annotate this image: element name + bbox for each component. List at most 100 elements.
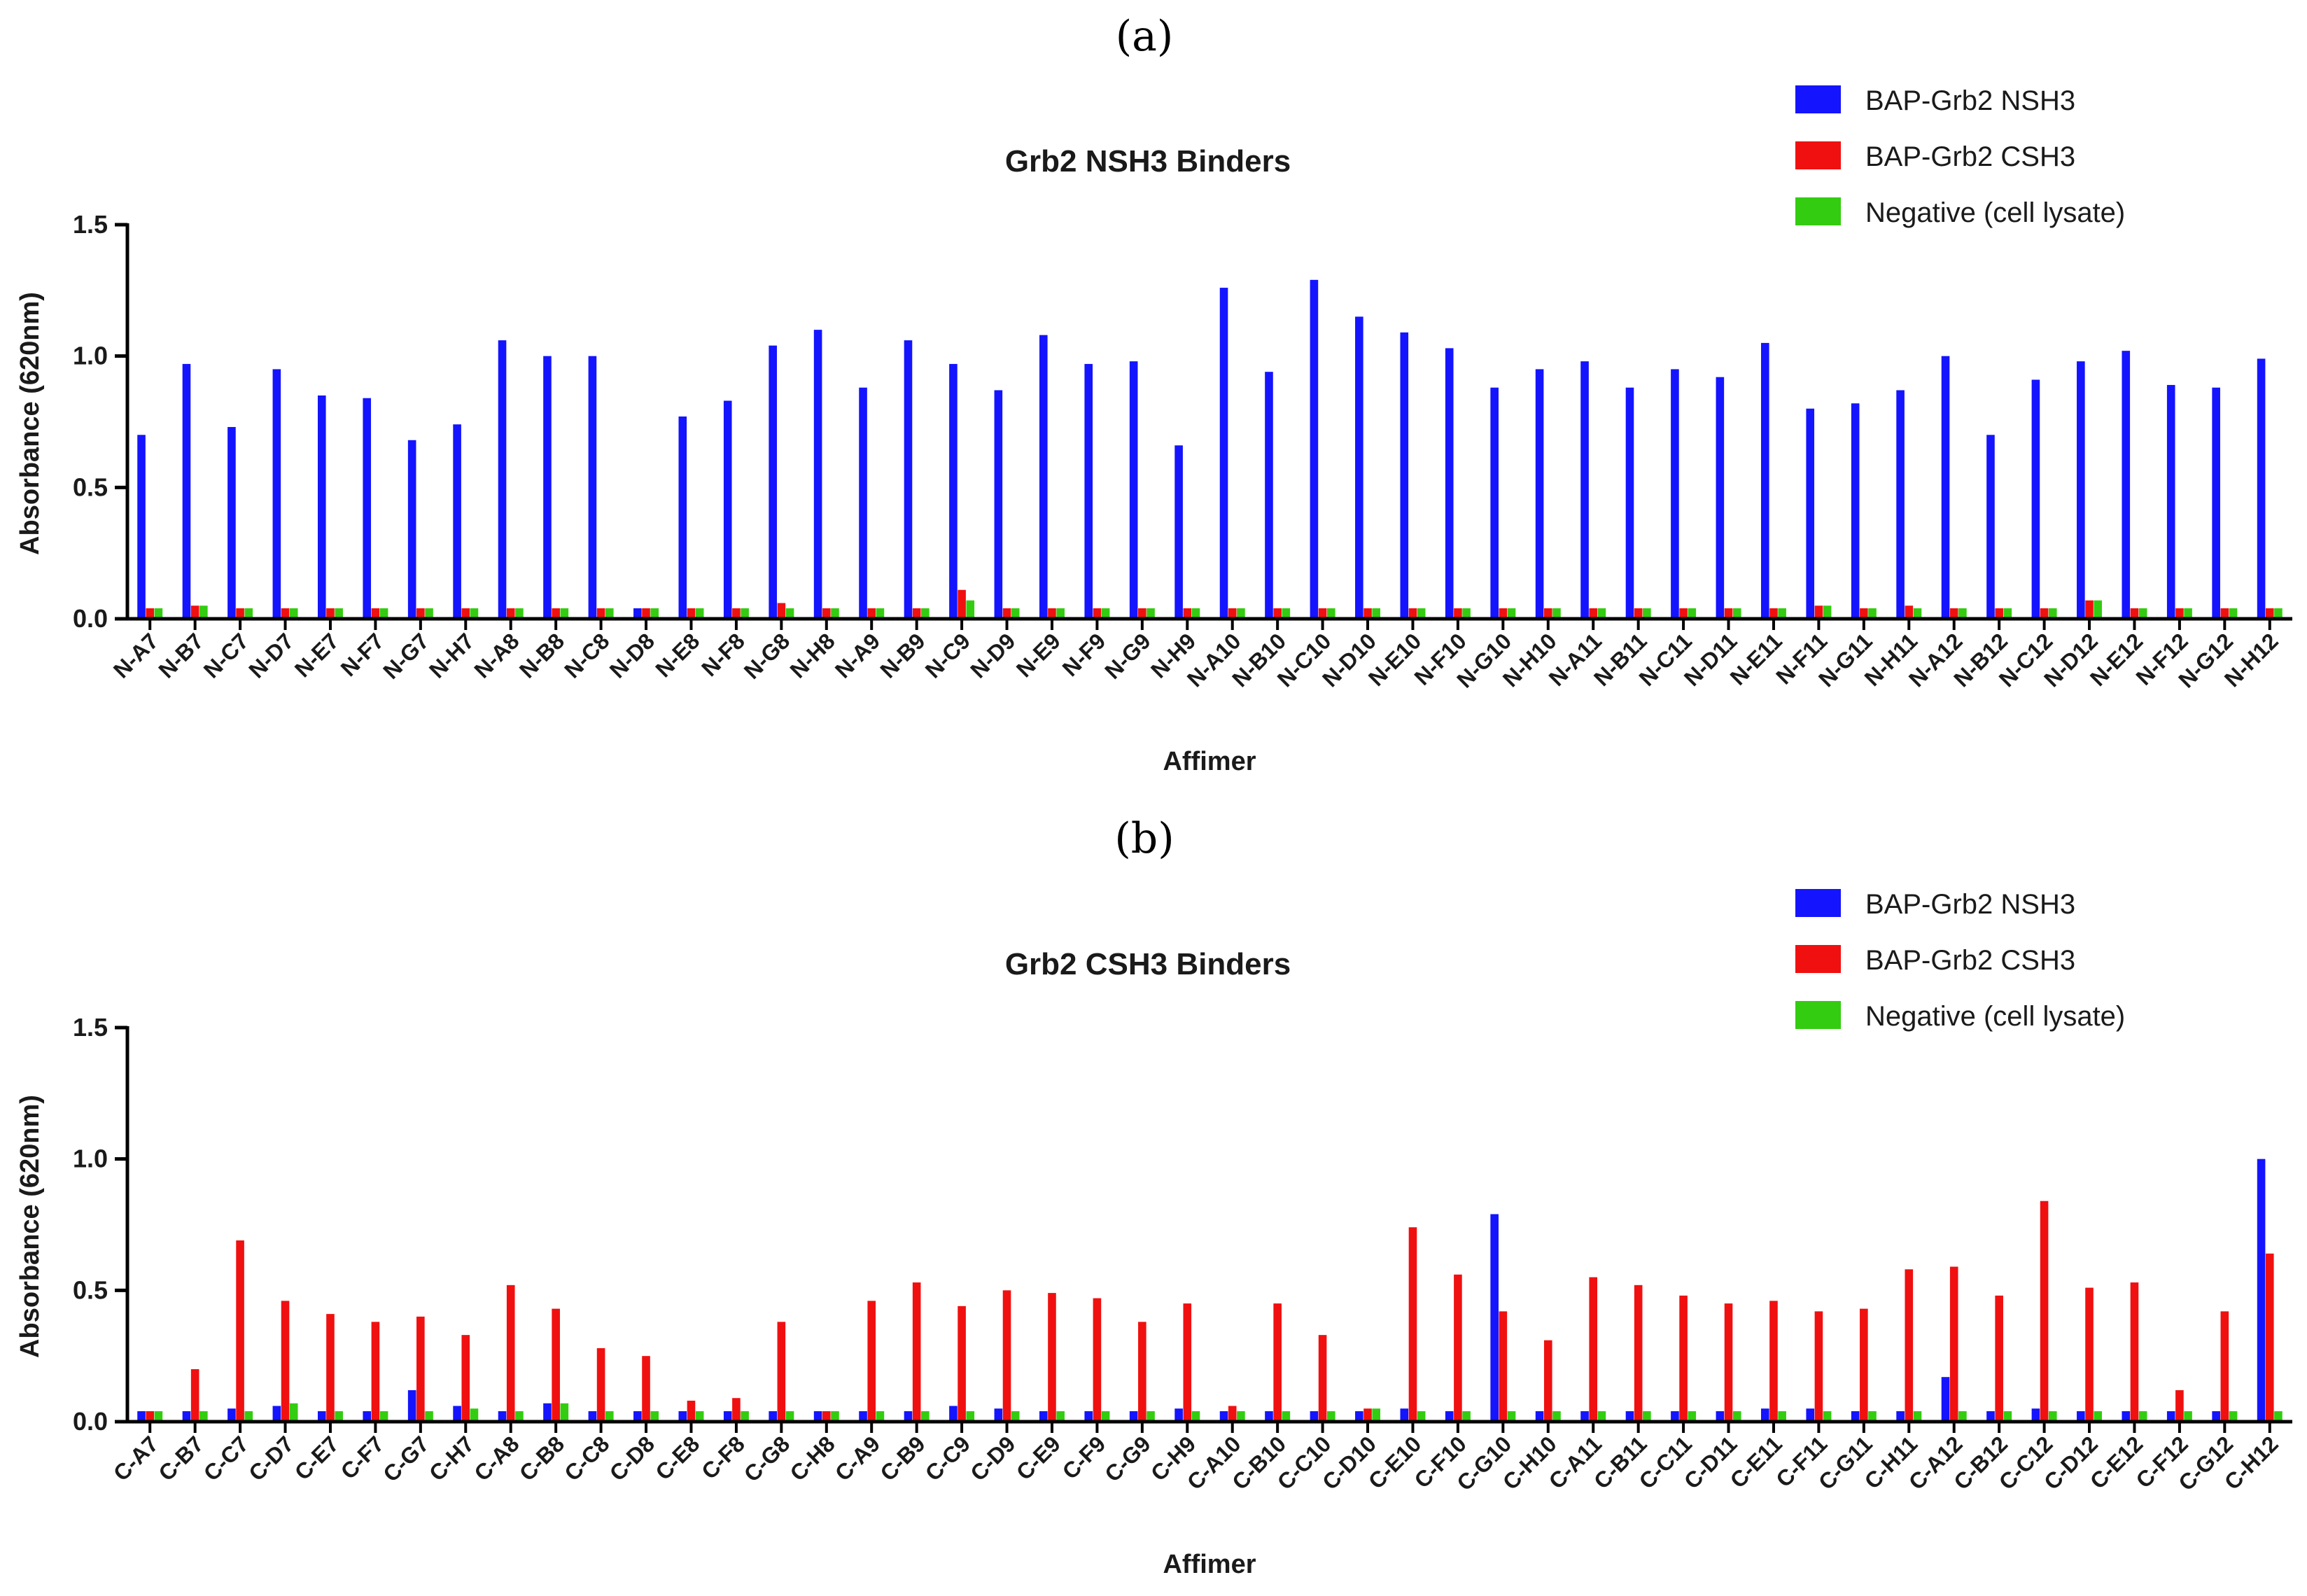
bar-negative-n-g10 (1507, 608, 1516, 619)
bar-nsh3-c-c10 (1310, 1410, 1319, 1422)
legend-swatch-csh3 (1795, 945, 1841, 973)
panel-b-legend: BAP-Grb2 NSH3 BAP-Grb2 CSH3 Negative (ce… (1795, 889, 2125, 1032)
legend-label-csh3: BAP-Grb2 CSH3 (1865, 945, 2075, 976)
bar-csh3-n-b11 (1634, 608, 1643, 619)
bar-nsh3-c-f9 (1084, 1410, 1093, 1422)
x-tick-label: C-H7 (424, 1431, 479, 1485)
bar-csh3-c-f9 (1093, 1298, 1102, 1422)
bar-negative-n-g12 (2229, 608, 2238, 619)
bar-negative-c-d9 (1011, 1410, 1020, 1422)
bar-csh3-n-a12 (1949, 608, 1958, 619)
bar-negative-n-b11 (1643, 608, 1651, 619)
bar-nsh3-c-c9 (949, 1406, 958, 1422)
bar-csh3-c-a10 (1228, 1406, 1237, 1422)
bar-negative-c-b7 (199, 1410, 208, 1422)
bar-csh3-c-g7 (416, 1316, 425, 1422)
bar-csh3-n-a9 (867, 608, 876, 619)
x-tick-label: N-E11 (1725, 628, 1787, 690)
x-tick-label: N-A7 (108, 628, 163, 682)
legend-swatch-csh3 (1795, 141, 1841, 169)
bar-csh3-c-f7 (371, 1322, 380, 1422)
x-tick-label: C-A8 (469, 1431, 524, 1485)
bar-nsh3-n-a12 (1941, 356, 1950, 619)
bar-negative-n-a7 (154, 608, 163, 619)
bar-negative-c-a11 (1597, 1410, 1606, 1422)
legend-label-negative: Negative (cell lysate) (1865, 1001, 2125, 1032)
bar-csh3-c-d7 (281, 1301, 290, 1422)
bar-nsh3-n-h12 (2257, 358, 2266, 619)
y-tick-label: 1.0 (73, 342, 108, 370)
x-tick-label: C-C7 (199, 1431, 253, 1485)
panel-a-xlabel: Affimer (1163, 747, 1256, 776)
bar-negative-n-c9 (966, 600, 975, 619)
x-tick-label: N-F8 (696, 628, 750, 681)
bar-negative-n-c12 (2048, 608, 2057, 619)
bar-nsh3-c-d10 (1355, 1410, 1363, 1422)
bar-nsh3-c-b12 (1986, 1410, 1995, 1422)
x-tick-label: N-C9 (920, 628, 975, 682)
bar-negative-n-c8 (605, 608, 614, 619)
bar-negative-n-f9 (1101, 608, 1110, 619)
bar-negative-c-e11 (1778, 1410, 1786, 1422)
bar-csh3-n-d12 (2085, 600, 2094, 619)
bar-negative-c-h12 (2274, 1410, 2283, 1422)
bar-negative-n-e10 (1417, 608, 1426, 619)
x-tick-label: C-G7 (378, 1431, 434, 1487)
bar-nsh3-c-h12 (2257, 1158, 2266, 1422)
bar-negative-c-f12 (2184, 1410, 2192, 1422)
bar-nsh3-c-d11 (1716, 1410, 1725, 1422)
x-tick-label: N-D7 (244, 628, 298, 682)
bar-csh3-n-e7 (326, 608, 335, 619)
legend-swatch-negative (1795, 197, 1841, 225)
bar-nsh3-n-c9 (949, 363, 958, 619)
bar-nsh3-n-g7 (407, 440, 416, 619)
bar-nsh3-n-g8 (769, 345, 777, 619)
bar-nsh3-n-a10 (1219, 288, 1228, 619)
bar-csh3-n-h11 (1905, 606, 1914, 619)
bar-negative-n-f8 (741, 608, 749, 619)
bar-nsh3-c-h8 (813, 1410, 822, 1422)
bar-csh3-c-b9 (912, 1282, 921, 1422)
x-tick-label: C-C9 (920, 1431, 975, 1485)
bar-csh3-c-g9 (1138, 1322, 1147, 1422)
bar-negative-c-e10 (1417, 1410, 1426, 1422)
bar-nsh3-n-d11 (1716, 377, 1725, 619)
bar-nsh3-c-c7 (227, 1408, 236, 1422)
panel-b-plot-area: 0.0 0.5 1.0 1.5 C-A7C-B7C-C7C-D7C-E7C-F7C-G7… (73, 1013, 2292, 1496)
bar-csh3-c-b11 (1634, 1284, 1643, 1422)
legend-label-negative: Negative (cell lysate) (1865, 197, 2125, 228)
bar-negative-c-e9 (1056, 1410, 1065, 1422)
bar-csh3-n-d8 (642, 608, 650, 619)
bar-nsh3-c-d12 (2077, 1410, 2085, 1422)
bar-nsh3-n-f8 (723, 400, 732, 619)
bar-nsh3-n-f7 (363, 398, 372, 619)
bar-negative-n-a11 (1597, 608, 1606, 619)
bar-csh3-n-h10 (1543, 608, 1552, 619)
bar-csh3-c-g8 (777, 1322, 786, 1422)
bar-csh3-n-f12 (2175, 608, 2184, 619)
bar-nsh3-n-d9 (994, 390, 1003, 619)
bar-negative-n-h12 (2274, 608, 2283, 619)
bar-negative-n-c10 (1326, 608, 1335, 619)
bar-csh3-c-f12 (2175, 1390, 2184, 1422)
bar-csh3-n-c8 (596, 608, 605, 619)
bar-negative-c-a10 (1237, 1410, 1245, 1422)
bar-csh3-n-d9 (1002, 608, 1011, 619)
bar-csh3-n-h8 (822, 608, 831, 619)
x-tick-label: N-E12 (2085, 628, 2148, 691)
x-tick-label: C-A7 (108, 1431, 163, 1485)
bar-nsh3-n-c8 (588, 356, 597, 619)
bar-negative-c-b10 (1282, 1410, 1291, 1422)
bar-negative-c-h10 (1552, 1410, 1561, 1422)
bar-csh3-n-f9 (1093, 608, 1102, 619)
bar-negative-n-b7 (199, 606, 208, 619)
bar-csh3-c-g11 (1860, 1308, 1868, 1422)
bar-nsh3-n-c12 (2031, 379, 2040, 619)
bar-negative-c-e7 (335, 1410, 343, 1422)
bar-negative-n-d9 (1011, 608, 1020, 619)
x-tick-label: C-E7 (290, 1431, 344, 1485)
bar-nsh3-c-g10 (1490, 1214, 1499, 1422)
bar-csh3-c-c12 (2040, 1200, 2049, 1422)
bar-negative-n-h8 (831, 608, 839, 619)
